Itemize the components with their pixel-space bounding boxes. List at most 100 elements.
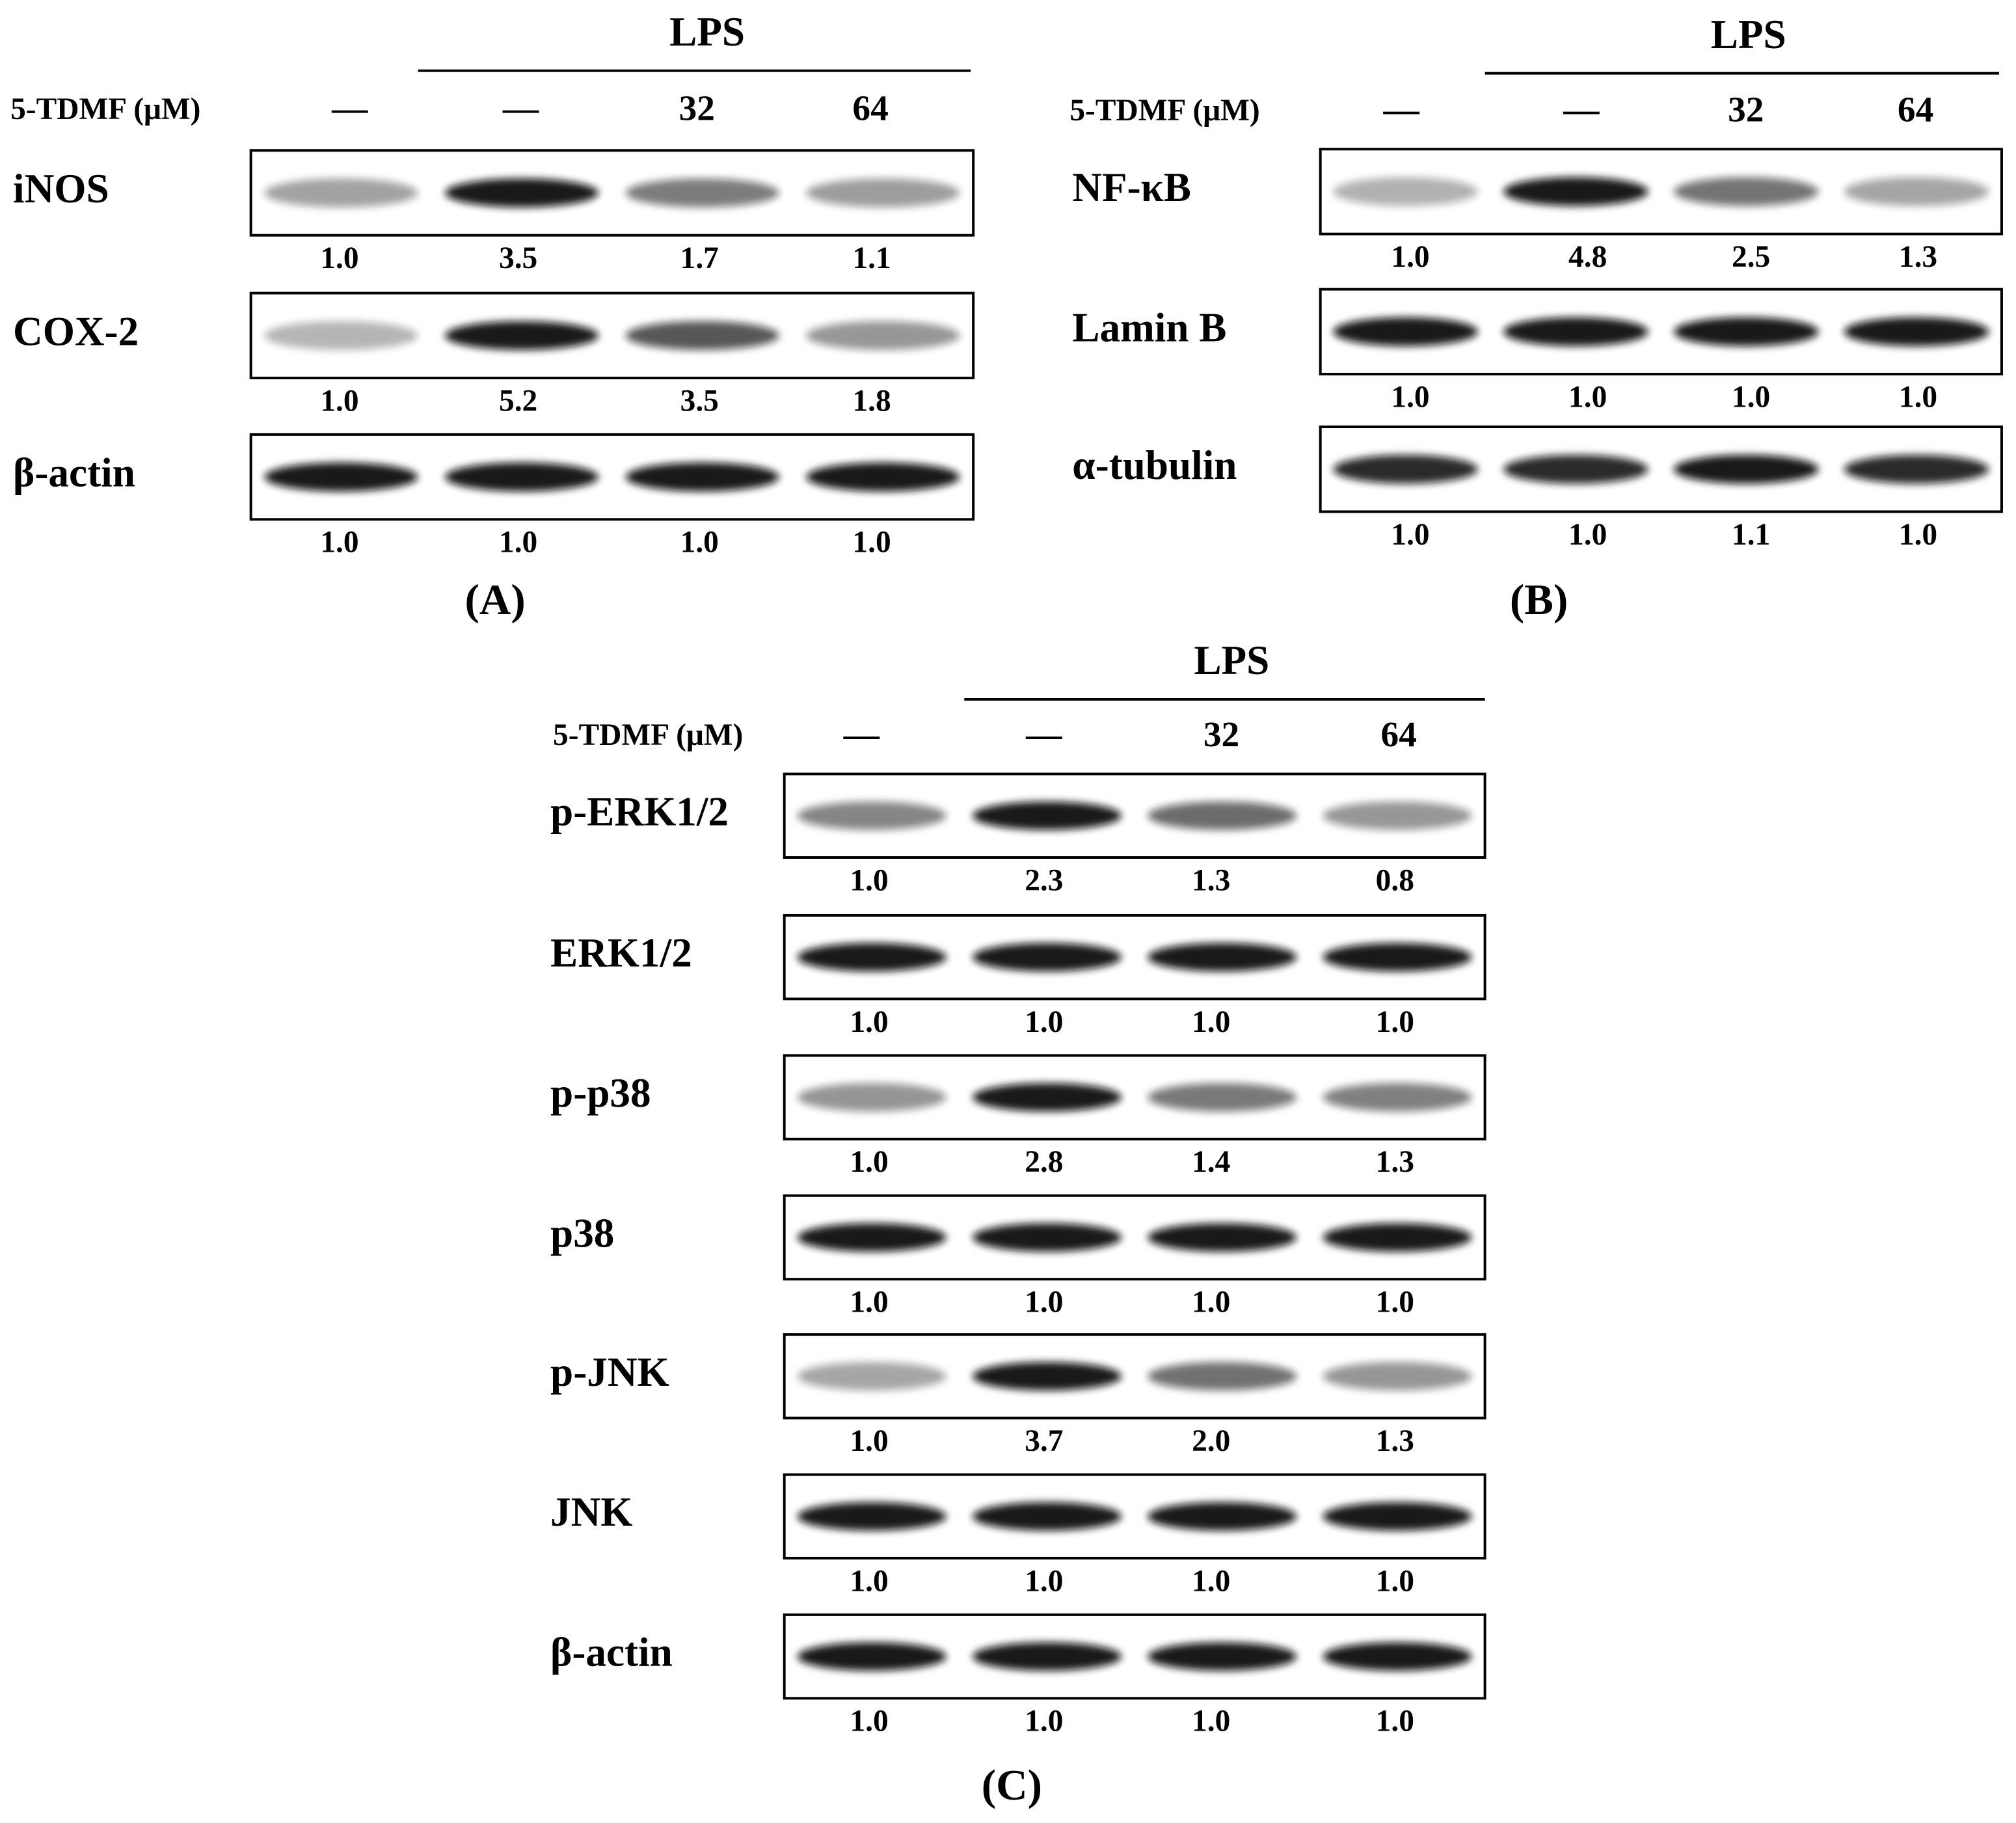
quant-value: 3.5 [680,384,719,418]
quant-value: 1.0 [850,1145,888,1179]
band [1673,317,1819,346]
band [797,1083,947,1112]
band [1844,177,1989,206]
row-label: JNK [550,1489,632,1535]
lane-label: — [1025,714,1062,754]
band [973,943,1122,971]
quant-value: 1.0 [1391,380,1429,414]
lane-label: — [331,88,368,128]
quant-value: 2.8 [1025,1145,1063,1179]
quant-value: 0.8 [1376,863,1414,897]
row-label: COX-2 [13,308,139,354]
lane-label: 64 [1381,714,1417,754]
lane-label: 32 [679,88,715,128]
band [1323,1502,1472,1531]
panel-label: (A) [464,575,525,624]
quant-value: 1.0 [1025,1705,1063,1738]
quant-value: 1.0 [852,526,891,560]
band [973,1362,1122,1391]
band [797,1362,947,1391]
quant-value: 1.0 [320,384,358,418]
quant-value: 1.0 [1192,1705,1230,1738]
quant-value: 5.2 [499,384,537,418]
quant-value: 3.5 [499,241,537,275]
band [1148,943,1297,971]
band [1148,1362,1297,1391]
lane-label: 64 [852,88,888,128]
quant-value: 1.0 [1192,1005,1230,1039]
quant-value: 1.0 [850,863,888,897]
quant-value: 1.0 [499,526,537,560]
band [973,1642,1122,1671]
quant-value: 2.3 [1025,863,1063,897]
row-label: p-p38 [550,1070,651,1116]
band [625,462,779,492]
row-label: p-JNK [550,1349,669,1395]
band [264,321,418,350]
row-label: α-tubulin [1072,442,1237,488]
band [1673,177,1819,206]
lane-label: — [1383,90,1420,129]
quant-value: 2.0 [1192,1424,1230,1458]
band [264,178,418,208]
band [797,1502,947,1531]
quant-value: 1.0 [1391,240,1429,274]
band [797,801,947,830]
lane-label: 32 [1203,714,1239,754]
band [973,1083,1122,1112]
quant-value: 1.8 [852,384,891,418]
band [445,178,599,208]
header-label: LPS [1194,638,1269,683]
band [445,321,599,350]
quant-value: 1.0 [1568,518,1607,552]
header-label: LPS [1711,12,1786,57]
quant-value: 1.0 [1376,1705,1414,1738]
band [806,321,960,350]
band [1148,1083,1297,1112]
quant-value: 4.8 [1568,240,1607,274]
band [1333,455,1478,484]
row-label: p-ERK1/2 [550,789,729,834]
band [625,178,779,208]
band [1503,177,1648,206]
quant-value: 1.0 [850,1286,888,1319]
panel: LPS 5-TDMF (μM) — — 32 64 NF-κB 1.0 4.8 2.5 1.3 Lam… [1069,12,2003,624]
lane-label: — [1563,90,1600,129]
lane-label: — [502,88,539,128]
band [1323,1642,1472,1671]
panel: LPS 5-TDMF (μM) — — 32 64 p-ERK1/2 1.0 2.3 1.3 0.8… [550,638,1486,1809]
quant-value: 1.0 [1192,1564,1230,1598]
quant-value: 1.0 [850,1564,888,1598]
quant-value: 1.3 [1192,863,1230,897]
quant-value: 3.7 [1025,1424,1063,1458]
row-label: β-actin [550,1630,673,1675]
quant-value: 1.0 [1025,1005,1063,1039]
band [264,462,418,492]
band [1673,455,1819,484]
band [1323,943,1472,971]
header-label: LPS [669,9,745,55]
quant-value: 1.0 [680,526,719,560]
quant-value: 1.0 [1899,380,1937,414]
quant-value: 1.0 [850,1005,888,1039]
quant-value: 1.0 [1732,380,1770,414]
row-label: iNOS [13,166,109,211]
treatment-label: 5-TDMF (μM) [553,718,743,752]
band [1148,801,1297,830]
band [1844,317,1989,346]
quant-value: 1.3 [1376,1145,1414,1179]
lane-label: 64 [1898,90,1933,129]
band [1148,1642,1297,1671]
quant-value: 1.7 [680,241,719,275]
row-label: NF-κB [1072,165,1191,210]
band [1323,1083,1472,1112]
quant-value: 1.1 [852,241,891,275]
quant-value: 1.3 [1376,1424,1414,1458]
band [1323,801,1472,830]
quant-value: 2.5 [1732,240,1770,274]
quant-value: 1.0 [1568,380,1607,414]
band [806,462,960,492]
quant-value: 1.0 [1376,1005,1414,1039]
